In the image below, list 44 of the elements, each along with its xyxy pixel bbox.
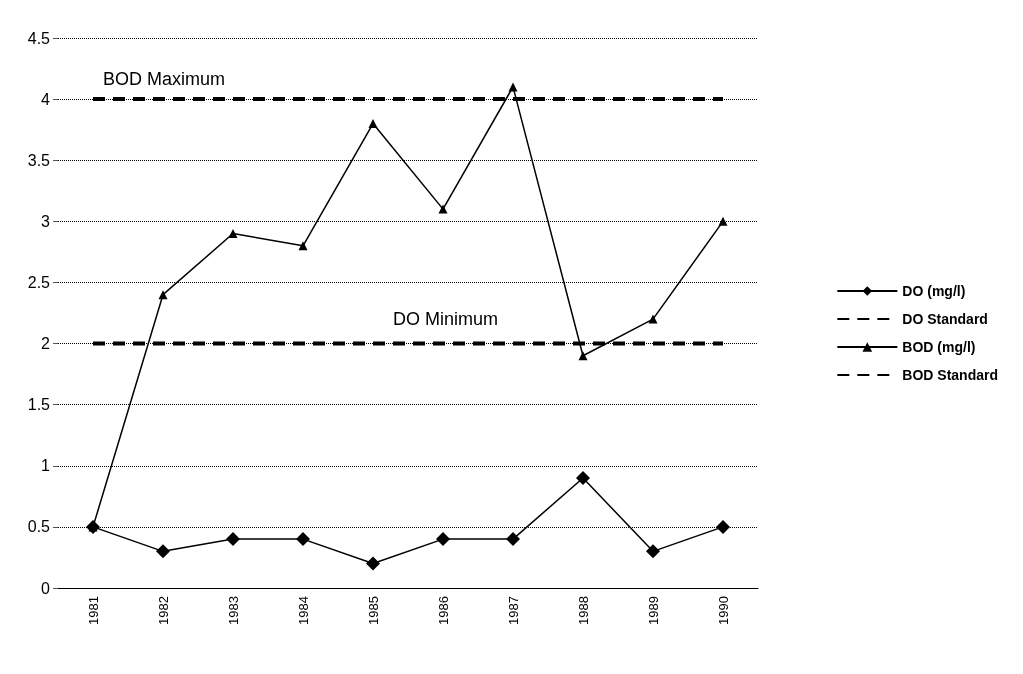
point (506, 532, 520, 547)
x-tick-label: 1987 (505, 596, 521, 625)
point (298, 241, 308, 251)
point (646, 544, 660, 559)
annotation: BOD Maximum (103, 69, 226, 89)
legend-label: BOD (mg/l) (902, 339, 976, 355)
y-tick-label: 2 (41, 335, 51, 353)
point (508, 82, 518, 92)
x-tick-label: 1986 (435, 596, 451, 625)
point (366, 556, 380, 571)
x-tick-label: 1982 (155, 596, 171, 625)
legend-label: DO (mg/l) (902, 283, 966, 299)
x-tick-label: 1984 (295, 596, 311, 625)
y-tick-label: 1.5 (27, 396, 51, 414)
x-tick-label: 1989 (645, 596, 661, 625)
y-tick-label: 1 (41, 457, 51, 475)
y-tick-label: 0 (41, 579, 51, 597)
x-tick-label: 1983 (225, 596, 241, 625)
point (436, 532, 450, 547)
y-tick-label: 4 (41, 90, 51, 108)
x-tick-label: 1981 (85, 596, 101, 625)
point (226, 532, 240, 547)
point (296, 532, 310, 547)
point (158, 290, 168, 300)
y-tick-label: 3 (41, 212, 51, 230)
y-tick-label: 4.5 (27, 29, 51, 47)
point (438, 204, 448, 214)
point (648, 314, 658, 324)
point (576, 471, 590, 485)
point (578, 351, 588, 361)
point (228, 229, 238, 239)
y-tick-label: 3.5 (27, 151, 51, 169)
legend-label: DO Standard (902, 311, 988, 327)
legend-label: BOD Standard (902, 367, 999, 383)
y-tick-label: 0.5 (27, 518, 51, 536)
point (718, 216, 728, 226)
x-tick-label: 1990 (715, 596, 731, 625)
point (368, 119, 378, 129)
point (716, 519, 730, 534)
x-tick-label: 1988 (575, 596, 591, 625)
y-tick-label: 2.5 (27, 273, 51, 291)
annotation: DO Minimum (393, 309, 499, 329)
x-tick-label: 1985 (365, 596, 381, 625)
point (156, 544, 170, 559)
